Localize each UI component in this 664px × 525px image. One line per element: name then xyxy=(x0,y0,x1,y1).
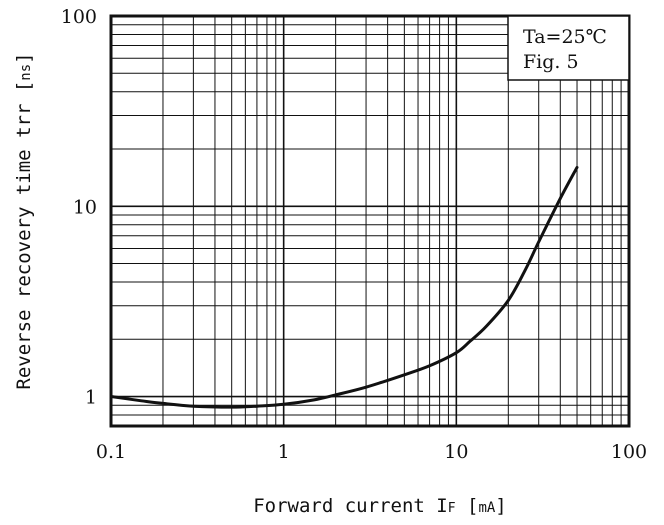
x-tick-label: 100 xyxy=(611,441,647,463)
y-axis-title-text: Reverse recovery time trr xyxy=(13,92,35,389)
y-tick-label: 100 xyxy=(61,6,97,28)
x-axis-title-symbol: I xyxy=(436,495,447,517)
x-axis-title-text: Forward current xyxy=(253,495,436,517)
y-axis-unit-close-bracket: ] xyxy=(13,52,35,63)
figure-label: Fig. 5 xyxy=(523,51,579,73)
plot-frame xyxy=(109,14,631,428)
x-axis-unit-close-bracket: ] xyxy=(495,495,506,517)
x-tick-label: 1 xyxy=(278,441,290,463)
data-series xyxy=(109,165,579,409)
y-axis-unit-open-bracket: [ xyxy=(13,81,35,92)
x-axis-title: Forward current IF [mA] xyxy=(253,495,507,517)
x-tick-label: 10 xyxy=(444,441,468,463)
y-axis-title: Reverse recovery time trr [ns] xyxy=(13,52,35,389)
x-axis-unit-open-bracket: [ xyxy=(456,495,479,517)
x-tick-label: 0.1 xyxy=(96,441,126,463)
condition-label: Ta=25℃ xyxy=(523,26,607,48)
y-axis-unit: ns xyxy=(18,64,34,81)
x-axis-unit: mA xyxy=(478,500,495,516)
y-tick-label: 10 xyxy=(73,196,97,218)
x-axis-title-subscript: F xyxy=(448,501,456,516)
annotation-box xyxy=(507,15,630,81)
series-line xyxy=(109,165,579,409)
tick-labels: 0.1 1 10 100 1 10 100 xyxy=(61,6,647,463)
y-tick-label: 1 xyxy=(85,387,97,409)
